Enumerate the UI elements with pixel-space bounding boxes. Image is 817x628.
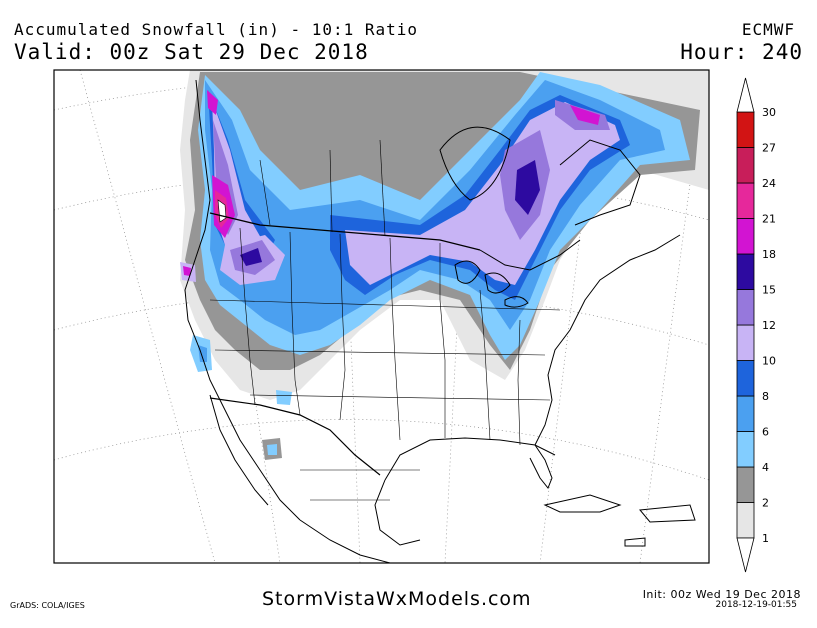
legend-label: 27 [762,142,776,155]
legend-swatch [736,111,755,148]
legend-label: 10 [762,355,776,368]
model-name: ECMWF [741,20,795,39]
legend-swatch [736,431,755,468]
legend-label: 24 [762,177,776,190]
init-time: Init: 00z Wed 19 Dec 2018 [642,588,801,601]
legend-bottom-arrow [736,537,755,573]
legend-top-arrow [736,77,755,113]
boundaries [184,79,696,563]
snowfall-shading [180,70,709,460]
graticule [54,70,709,563]
legend-label: 4 [762,461,769,474]
site-watermark: StormVistaWxModels.com [262,588,532,610]
valid-time: Valid: 00z Sat 29 Dec 2018 [14,40,369,64]
timestamp: 2018-12-19-01:55 [715,600,798,610]
credits-text: GrADS: COLA/IGES [10,601,85,610]
legend-label: 1 [762,532,769,545]
forecast-hour: Hour: 240 [680,40,803,64]
legend-label: 12 [762,319,776,332]
legend-swatch [736,502,755,539]
legend-swatch [736,147,755,184]
legend-swatch [736,466,755,503]
map-title: Accumulated Snowfall (in) - 10:1 Ratio [14,20,419,39]
legend-label: 8 [762,390,769,403]
legend-swatch [736,395,755,432]
legend-swatch [736,253,755,290]
legend-swatch [736,182,755,219]
legend-swatch [736,289,755,326]
legend-label: 30 [762,106,776,119]
legend-label: 21 [762,213,776,226]
legend-label: 6 [762,426,769,439]
map-frame [53,69,710,564]
legend-swatch [736,218,755,255]
legend-label: 18 [762,248,776,261]
state-borders [209,139,561,501]
legend-label: 15 [762,284,776,297]
legend-swatch [736,360,755,397]
legend-swatch [736,324,755,361]
legend-label: 2 [762,497,769,510]
